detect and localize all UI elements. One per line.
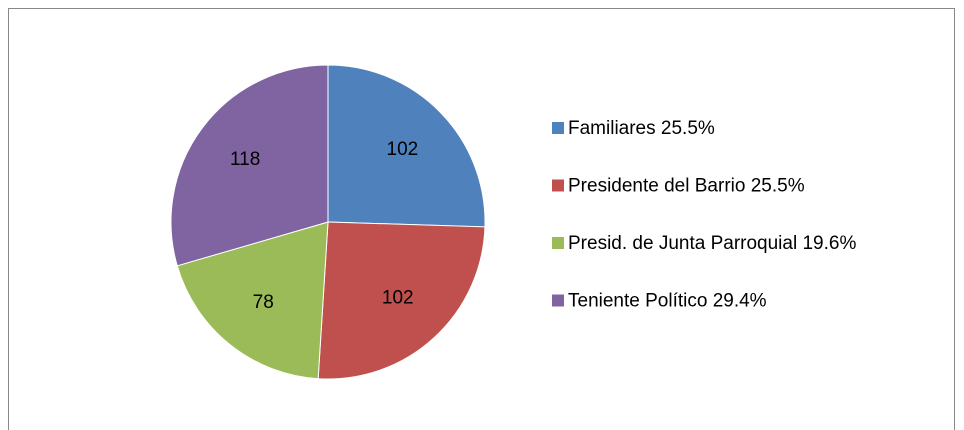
pie-slice [176, 221, 329, 380]
pie-slice [317, 221, 486, 380]
legend-swatch [552, 294, 564, 307]
pie-slice [327, 64, 486, 228]
data-label: 102 [382, 288, 414, 309]
data-label: 102 [387, 139, 419, 160]
legend-label: Teniente Político 29.4% [568, 291, 767, 312]
data-label: 118 [230, 149, 260, 170]
data-label: 78 [253, 292, 274, 313]
legend-swatch [552, 237, 564, 249]
legend-label: Familiares 25.5% [568, 118, 715, 139]
legend-label: Presidente del Barrio 25.5% [568, 176, 805, 197]
pie-slice [170, 64, 329, 267]
legend-label: Presid. de Junta Parroquial 19.6% [568, 233, 856, 254]
legend-swatch [552, 122, 564, 134]
legend-swatch [552, 179, 564, 192]
